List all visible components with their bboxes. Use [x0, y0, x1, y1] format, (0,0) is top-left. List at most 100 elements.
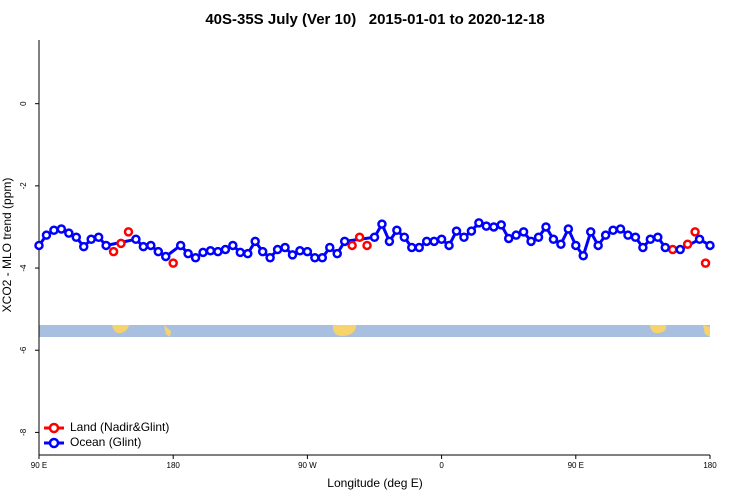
data-point: [421, 236, 432, 247]
legend-marker: [48, 422, 60, 434]
data-point: [272, 244, 283, 255]
data-point: [228, 240, 238, 251]
data-point: [653, 232, 663, 242]
data-point: [511, 230, 521, 240]
x-tick-label: 180: [167, 461, 181, 470]
chart-title: 40S-35S July (Ver 10) 2015-01-01 to 2020…: [205, 11, 544, 28]
data-point: [533, 232, 544, 242]
data-point: [548, 234, 559, 245]
data-point: [332, 248, 342, 259]
data-point: [667, 244, 678, 255]
data-point: [675, 244, 685, 255]
x-tick-label: 180: [703, 461, 717, 470]
data-point: [235, 247, 246, 258]
data-point: [339, 236, 350, 247]
data-point: [541, 222, 551, 232]
data-point: [108, 246, 119, 257]
data-point: [481, 221, 492, 231]
data-point: [138, 241, 149, 252]
x-axis-label: Longitude (deg E): [327, 476, 422, 490]
land-blob: [164, 325, 171, 337]
data-point: [257, 246, 268, 257]
data-point: [175, 240, 186, 251]
data-point: [645, 234, 656, 245]
data-point: [325, 242, 335, 253]
data-point: [78, 241, 89, 252]
data-point: [444, 240, 454, 251]
data-point: [153, 246, 164, 257]
data-point: [190, 253, 201, 263]
data-point: [608, 225, 618, 235]
data-point: [414, 242, 424, 253]
data-point: [168, 258, 178, 268]
data-point: [56, 224, 67, 234]
data-point: [198, 247, 208, 258]
data-point: [399, 232, 410, 242]
data-point: [705, 240, 715, 251]
data-point: [556, 239, 566, 249]
data-point: [160, 251, 171, 262]
data-point: [64, 228, 74, 238]
data-point: [116, 238, 126, 249]
x-tick-label: 90 W: [298, 461, 317, 470]
data-point: [362, 240, 372, 251]
land-blob: [332, 325, 356, 336]
land-blob: [112, 325, 129, 334]
data-point: [287, 250, 298, 260]
data-point: [183, 248, 193, 259]
data-point: [429, 236, 439, 247]
x-tick-label: 90 E: [568, 461, 584, 470]
data-point: [49, 225, 59, 235]
data-point: [578, 250, 589, 261]
land-blob: [703, 325, 710, 337]
data-point: [700, 258, 711, 268]
y-tick-label: -4: [19, 264, 28, 272]
data-point: [466, 226, 477, 236]
data-point: [354, 232, 365, 242]
land-blob: [650, 325, 667, 334]
data-point: [436, 234, 447, 245]
data-point: [146, 240, 156, 251]
data-point: [690, 227, 700, 237]
data-point: [317, 253, 328, 263]
ocean-strip: [39, 325, 710, 337]
data-point: [496, 220, 506, 230]
data-point: [451, 226, 462, 236]
data-point: [615, 224, 626, 234]
data-point: [295, 246, 305, 256]
x-tick-label: 0: [439, 461, 444, 470]
data-point: [280, 242, 290, 253]
data-point: [41, 230, 52, 240]
data-point: [623, 230, 633, 240]
data-point: [503, 233, 514, 244]
y-tick-label: -8: [19, 428, 28, 436]
data-point: [660, 242, 671, 253]
y-axis-label: XCO2 - MLO trend (ppm): [0, 178, 14, 313]
data-point: [377, 219, 387, 229]
map-strip: [39, 325, 710, 337]
data-point: [369, 232, 380, 242]
data-point: [518, 227, 529, 237]
legend-marker: [48, 437, 60, 449]
data-point: [474, 218, 484, 228]
data-point: [243, 248, 253, 259]
data-point: [250, 236, 260, 247]
data-point: [347, 240, 357, 251]
data-point: [123, 227, 134, 237]
data-point: [638, 242, 648, 253]
data-point: [407, 242, 417, 253]
data-point: [93, 232, 104, 242]
data-point: [600, 230, 611, 240]
legend-label: Land (Nadir&Glint): [70, 420, 169, 434]
data-point: [205, 246, 216, 256]
data-point: [571, 240, 581, 251]
data-point: [302, 246, 313, 257]
data-point: [489, 222, 499, 232]
data-point: [593, 240, 603, 251]
x-tick-label: 90 E: [31, 461, 47, 470]
data-point: [384, 236, 395, 247]
data-point: [101, 240, 111, 251]
data-point: [459, 232, 469, 242]
